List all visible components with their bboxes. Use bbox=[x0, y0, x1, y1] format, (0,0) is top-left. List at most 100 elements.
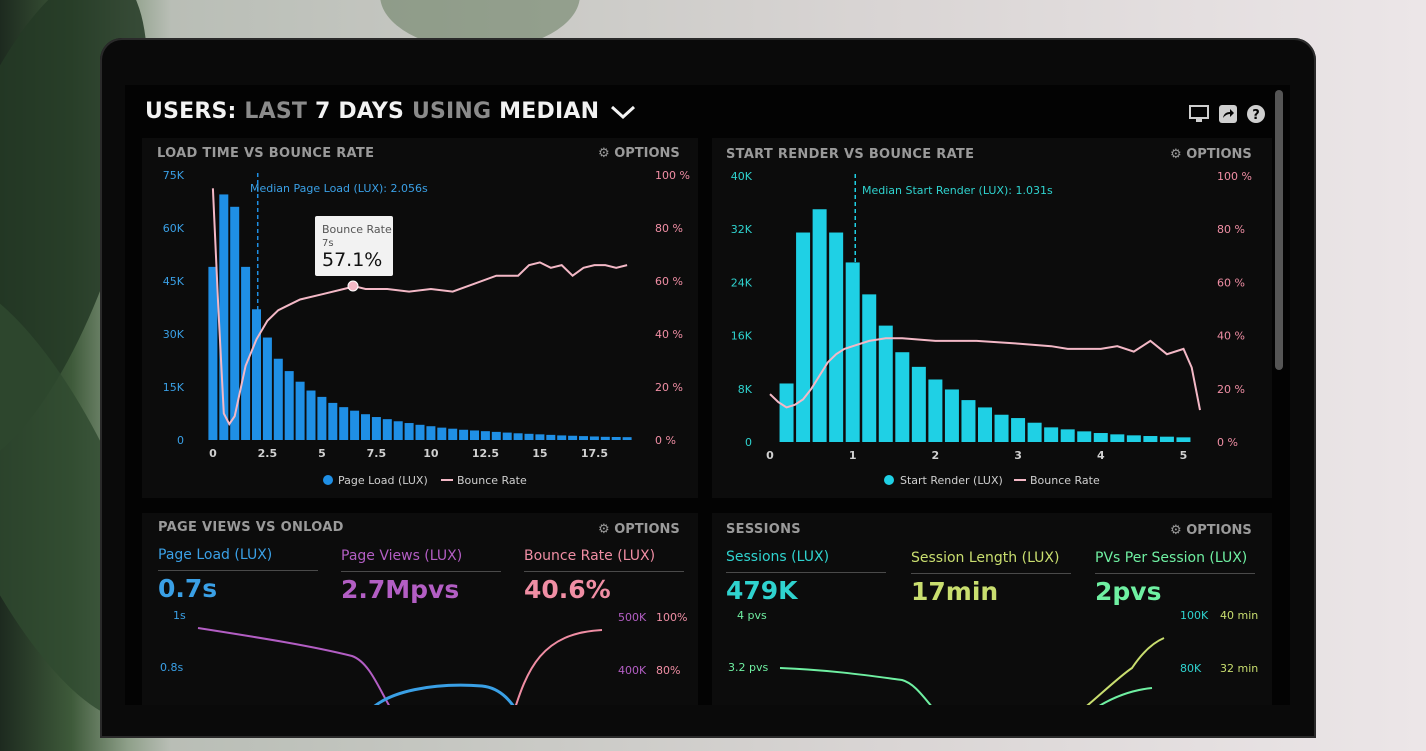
dashboard-header[interactable]: USERS: LAST 7 DAYS USING MEDIAN bbox=[145, 99, 637, 124]
panel-load-time: LOAD TIME VS BOUNCE RATE ⚙ OPTIONS 75K 60… bbox=[142, 138, 698, 498]
share-icon[interactable] bbox=[1218, 104, 1238, 124]
histogram-bar bbox=[513, 433, 523, 440]
dashboard-screen: USERS: LAST 7 DAYS USING MEDIAN ? LOAD T… bbox=[125, 85, 1290, 705]
y-tick-right: 80 % bbox=[1217, 223, 1245, 236]
histogram-bar bbox=[393, 421, 403, 440]
y-tick: 0.8s bbox=[160, 661, 183, 674]
help-icon[interactable]: ? bbox=[1246, 104, 1266, 124]
histogram-bar bbox=[273, 358, 283, 440]
metric-label: Page Views (LUX) bbox=[341, 548, 463, 564]
y-tick-left: 0 bbox=[177, 434, 184, 447]
histogram-bar bbox=[415, 424, 425, 440]
median-label: Median Page Load (LUX): 2.056s bbox=[250, 182, 428, 195]
y-tick-right: 0 % bbox=[1217, 436, 1238, 449]
metric-label: Session Length (LUX) bbox=[911, 550, 1060, 566]
gear-icon: ⚙ bbox=[598, 522, 610, 537]
options-button[interactable]: ⚙ OPTIONS bbox=[1170, 147, 1252, 162]
x-tick: 4 bbox=[1097, 449, 1105, 462]
series-line bbox=[515, 629, 603, 705]
histogram-bar bbox=[911, 366, 926, 442]
histogram-bar bbox=[862, 294, 877, 442]
options-label: OPTIONS bbox=[1186, 147, 1252, 162]
y-tick-left: 0 bbox=[745, 436, 752, 449]
histogram-bar bbox=[491, 431, 501, 440]
tooltip-sub: 7s bbox=[322, 238, 334, 249]
panel-start-render: START RENDER VS BOUNCE RATE ⚙ OPTIONS 4 0… bbox=[712, 138, 1272, 498]
gear-icon: ⚙ bbox=[1170, 523, 1182, 538]
tooltip-point bbox=[347, 280, 359, 292]
y-tick: 4 pvs bbox=[737, 609, 767, 622]
histogram-bar bbox=[306, 390, 316, 440]
x-tick: 1 bbox=[849, 449, 857, 462]
panel-title: START RENDER VS BOUNCE RATE bbox=[726, 147, 975, 162]
histogram-bar bbox=[459, 429, 469, 440]
x-tick: 5 bbox=[1180, 449, 1188, 462]
histogram-bar bbox=[252, 309, 261, 440]
page-views-chart: 1s 0.8s 500K 400K 100% 80% bbox=[160, 609, 687, 705]
header-last: LAST bbox=[244, 99, 308, 124]
y-tick-left: 45K bbox=[163, 275, 185, 288]
panel-title: LOAD TIME VS BOUNCE RATE bbox=[157, 146, 375, 161]
y-tick-left: 60K bbox=[163, 222, 185, 235]
x-tick: 3 bbox=[1014, 449, 1022, 462]
bounce-rate-line bbox=[769, 337, 1201, 411]
histogram-bar bbox=[295, 381, 305, 440]
gear-icon: ⚙ bbox=[1170, 147, 1182, 162]
histogram-bar bbox=[1044, 427, 1059, 442]
x-tick: 2.5 bbox=[258, 447, 278, 460]
x-tick: 0 bbox=[209, 447, 217, 460]
legend-marker bbox=[884, 475, 894, 485]
y-tick-right: 80 % bbox=[655, 222, 683, 235]
y-tick-right: 60 % bbox=[655, 275, 683, 288]
options-button[interactable]: ⚙ OPTIONS bbox=[598, 146, 680, 161]
header-range: 7 DAYS bbox=[314, 99, 405, 124]
sessions-chart: 4 pvs 3.2 pvs 100K 80K 40 min 32 min bbox=[728, 609, 1258, 705]
metric-label: Sessions (LUX) bbox=[726, 549, 830, 565]
histogram-bar bbox=[535, 434, 545, 440]
histogram-bar bbox=[230, 206, 240, 440]
histogram-bar bbox=[208, 266, 218, 440]
panel-sessions: SESSIONS ⚙ OPTIONS Sessions (LUX) 479K S… bbox=[712, 513, 1272, 705]
y-tick: 1s bbox=[173, 609, 186, 622]
histogram-bar bbox=[557, 435, 567, 440]
svg-text:?: ? bbox=[1252, 108, 1260, 123]
y-tick: 80% bbox=[656, 664, 680, 677]
histogram-bar bbox=[241, 266, 251, 440]
panel-title: SESSIONS bbox=[726, 522, 801, 537]
options-label: OPTIONS bbox=[1186, 523, 1252, 538]
legend-label: Page Load (LUX) bbox=[338, 474, 428, 487]
y-tick-right: 20 % bbox=[655, 381, 683, 394]
bounce-rate-line bbox=[211, 188, 628, 427]
options-button[interactable]: ⚙ OPTIONS bbox=[1170, 523, 1252, 538]
y-tick: 40 min bbox=[1220, 609, 1258, 622]
y-tick: 400K bbox=[618, 664, 647, 677]
metric-value: 2pvs bbox=[1095, 577, 1162, 606]
y-tick-right: 0 % bbox=[655, 434, 676, 447]
y-tick-left: 32K bbox=[731, 223, 753, 236]
options-button[interactable]: ⚙ OPTIONS bbox=[598, 522, 680, 537]
series-line bbox=[1086, 637, 1165, 705]
y-tick: 500K bbox=[618, 611, 647, 624]
x-tick: 10 bbox=[423, 447, 439, 460]
metric-label: Bounce Rate (LUX) bbox=[524, 548, 656, 564]
series-line bbox=[197, 627, 390, 705]
scrollbar[interactable] bbox=[1275, 90, 1283, 370]
histogram-bar bbox=[502, 432, 512, 440]
median-label: Median Start Render (LUX): 1.031s bbox=[862, 184, 1053, 197]
histogram-bar bbox=[1077, 431, 1092, 442]
header-using: USING bbox=[411, 99, 492, 124]
histogram-bar bbox=[579, 436, 588, 440]
histogram-bar bbox=[524, 433, 534, 440]
x-tick: 7.5 bbox=[367, 447, 387, 460]
chevron-down-icon[interactable] bbox=[609, 104, 637, 120]
y-tick-left: 75K bbox=[163, 169, 185, 182]
monitor-icon[interactable] bbox=[1188, 104, 1210, 124]
histogram-bar bbox=[845, 262, 860, 442]
x-tick: 15 bbox=[532, 447, 547, 460]
histogram-bar bbox=[437, 427, 447, 440]
histogram-bar bbox=[812, 209, 827, 442]
x-tick: 5 bbox=[318, 447, 326, 460]
y-tick-left: 30K bbox=[163, 328, 185, 341]
histogram-bar bbox=[284, 371, 294, 440]
y-tick-left: 8K bbox=[738, 383, 753, 396]
